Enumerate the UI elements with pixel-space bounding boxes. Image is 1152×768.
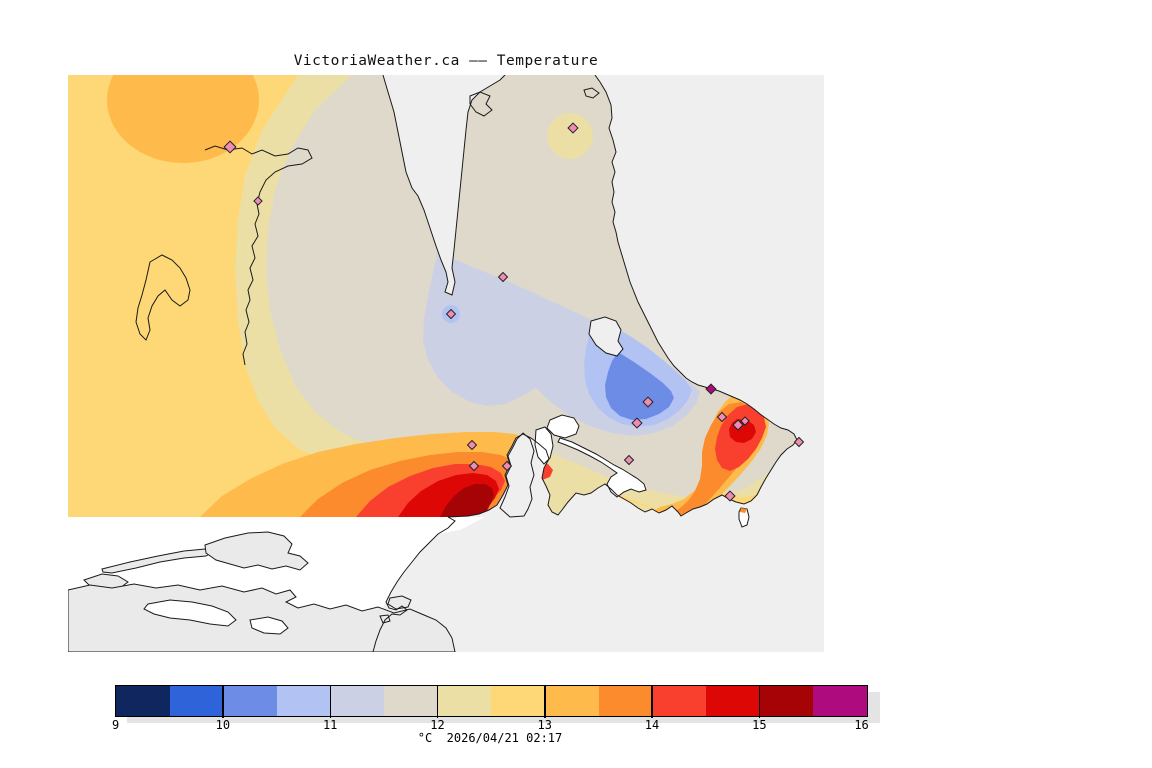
station-marker xyxy=(501,460,513,472)
colorbar-tick-label: 14 xyxy=(644,718,660,732)
station-marker xyxy=(793,436,805,448)
station-marker xyxy=(253,196,263,206)
page-title: VictoriaWeather.ca –– Temperature xyxy=(293,53,599,69)
trial-island xyxy=(738,507,750,528)
colorbar-segment xyxy=(598,686,653,716)
station-marker xyxy=(642,396,654,408)
colorbar-tick-label: 16 xyxy=(854,718,869,732)
station-marker xyxy=(466,439,478,451)
station-marker xyxy=(716,411,728,423)
colorbar-tick-label: 10 xyxy=(215,718,231,732)
station-marker xyxy=(705,383,717,395)
station-marker xyxy=(732,419,744,431)
colorbar-segment xyxy=(223,686,277,716)
station-marker xyxy=(445,308,457,320)
colorbar-tick-label: 12 xyxy=(430,718,445,732)
station-marker xyxy=(567,122,579,134)
station-marker xyxy=(740,416,750,426)
temperature-contour-plot xyxy=(67,74,824,653)
colorbar-segment xyxy=(706,686,760,716)
colorbar-separator xyxy=(329,685,332,718)
station-marker xyxy=(724,490,736,502)
colorbar-segment xyxy=(437,686,492,716)
colorbar-segment xyxy=(759,686,814,716)
station-markers xyxy=(223,122,805,502)
colorbar-segment xyxy=(276,686,331,716)
colorbar-segment xyxy=(116,686,170,716)
colorbar-segment xyxy=(384,686,438,716)
colorbar-tick-label: 15 xyxy=(752,718,767,732)
colorbar-separator xyxy=(758,685,761,718)
station-marker xyxy=(468,460,480,472)
harbour-water-holes xyxy=(499,316,647,518)
colorbar-segment xyxy=(813,686,867,716)
colorbar-separator xyxy=(651,685,653,718)
colorbar-separator xyxy=(222,685,224,718)
colorbar-segment xyxy=(169,686,224,716)
colorbar-tick-label: 11 xyxy=(322,718,338,732)
colorbar-segment xyxy=(330,686,385,716)
colorbar-caption: °C 2026/04/21 02:17 xyxy=(417,731,563,745)
temperature-map xyxy=(67,74,824,653)
olympic-lakes xyxy=(143,599,289,635)
colorbar-tick-label: 13 xyxy=(537,718,552,732)
colorbar xyxy=(115,685,868,717)
station-marker xyxy=(631,417,643,429)
station-marker xyxy=(623,454,635,466)
colorbar-segment xyxy=(652,686,707,716)
colorbar-segment xyxy=(545,686,599,716)
colorbar-segment xyxy=(491,686,546,716)
colorbar-separator xyxy=(544,685,546,718)
colorbar-tick-label: 9 xyxy=(112,718,120,732)
station-marker xyxy=(497,271,509,283)
colorbar-separator xyxy=(436,685,439,718)
station-marker xyxy=(223,140,237,154)
